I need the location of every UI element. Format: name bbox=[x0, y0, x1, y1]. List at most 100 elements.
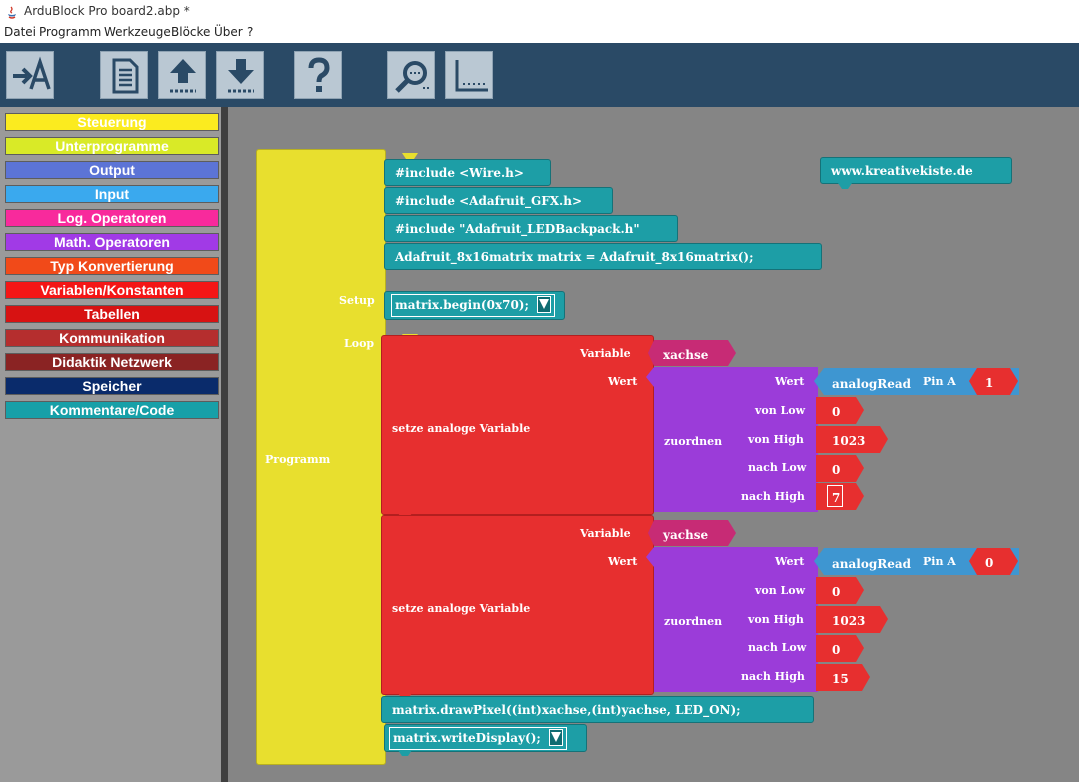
nach-low-label-2: nach Low bbox=[748, 641, 807, 654]
category-math-operatoren[interactable]: Math. Operatoren bbox=[5, 233, 219, 251]
wert-label-2: Wert bbox=[608, 555, 638, 568]
java-app-icon bbox=[8, 6, 16, 19]
program-block[interactable] bbox=[256, 149, 386, 765]
expand-dropdown[interactable] bbox=[537, 296, 552, 313]
serial-monitor-icon bbox=[395, 61, 430, 93]
map-wert-label-1: Wert bbox=[775, 375, 805, 388]
map-wert-label-2: Wert bbox=[775, 555, 805, 568]
von-high-value-2[interactable]: 1023 bbox=[832, 614, 866, 628]
nach-high-label-1: nach High bbox=[741, 490, 805, 503]
variable-label-2: Variable bbox=[580, 527, 631, 540]
von-high-value-1[interactable]: 1023 bbox=[832, 434, 866, 448]
category-output[interactable]: Output bbox=[5, 161, 219, 179]
pin-number-shape-2 bbox=[969, 548, 1018, 575]
write-display-block[interactable]: matrix.writeDisplay(); bbox=[384, 724, 587, 752]
include-wire-block[interactable]: #include <Wire.h> bbox=[384, 159, 551, 186]
window-title: ArduBlock Pro board2.abp * bbox=[24, 4, 190, 18]
category-steuerung[interactable]: Steuerung bbox=[5, 113, 219, 131]
arrow-to-a-icon bbox=[13, 56, 51, 90]
set-analog-variable-block-2[interactable] bbox=[381, 515, 654, 695]
menu-bloecke[interactable]: Blöcke bbox=[171, 25, 211, 39]
von-low-value-2[interactable]: 0 bbox=[832, 585, 841, 599]
help-button[interactable] bbox=[294, 51, 342, 99]
nach-low-value-2[interactable]: 0 bbox=[832, 643, 841, 657]
nach-high-shape-2 bbox=[816, 664, 870, 691]
category-kommentare-code[interactable]: Kommentare/Code bbox=[5, 401, 219, 419]
setup-code-block[interactable]: matrix.begin(0x70); bbox=[384, 291, 565, 320]
map-label-1: zuordnen bbox=[664, 435, 723, 448]
von-low-label-2: von Low bbox=[755, 584, 806, 597]
set-analog-variable-block-1[interactable] bbox=[381, 335, 654, 515]
panel-splitter[interactable] bbox=[221, 107, 228, 782]
convert-button[interactable] bbox=[6, 51, 54, 99]
analog-read-shape-1 bbox=[814, 368, 1019, 395]
von-high-shape-1 bbox=[816, 426, 888, 453]
category-typ-konvertierung[interactable]: Typ Konvertierung bbox=[5, 257, 219, 275]
comment-block[interactable]: www.kreativekiste.de bbox=[820, 157, 1012, 184]
pin-number-shape-1 bbox=[969, 368, 1018, 395]
pin-number-2[interactable]: 0 bbox=[985, 556, 994, 570]
include-ledbackpack-block[interactable]: #include "Adafruit_LEDBackpack.h" bbox=[384, 215, 678, 242]
program-connector bbox=[402, 153, 418, 159]
setup-label: Setup bbox=[339, 294, 375, 307]
nach-high-value-1[interactable]: 7 bbox=[832, 491, 841, 505]
block-workspace[interactable]: Programm Setup Loop #include <Wire.h> #i… bbox=[228, 107, 1079, 782]
comment-connector bbox=[838, 183, 852, 189]
von-low-shape-2 bbox=[816, 577, 864, 604]
new-document-button[interactable] bbox=[100, 51, 148, 99]
help-icon bbox=[308, 57, 330, 92]
category-didaktik-netzwerk[interactable]: Didaktik Netzwerk bbox=[5, 353, 219, 371]
set-analog-variable-label-1: setze analoge Variable bbox=[392, 422, 531, 435]
menu-datei[interactable]: Datei bbox=[4, 25, 37, 39]
var-name-shape-2 bbox=[648, 520, 736, 546]
nach-low-shape-2 bbox=[816, 635, 864, 662]
map-block-shape-1 bbox=[646, 367, 818, 512]
block-palette: Steuerung Unterprogramme Output Input Lo… bbox=[0, 107, 221, 782]
nach-high-edit-box-1 bbox=[827, 485, 843, 507]
program-label: Programm bbox=[265, 453, 331, 466]
draw-pixel-block[interactable]: matrix.drawPixel((int)xachse,(int)yachse… bbox=[381, 696, 814, 723]
menu-programm[interactable]: Programm bbox=[39, 25, 102, 39]
wert-label-1: Wert bbox=[608, 375, 638, 388]
nach-high-value-2[interactable]: 15 bbox=[832, 672, 849, 686]
document-icon bbox=[112, 58, 139, 94]
upload-icon bbox=[170, 59, 196, 93]
nach-high-label-2: nach High bbox=[741, 670, 805, 683]
category-input[interactable]: Input bbox=[5, 185, 219, 203]
loop-label: Loop bbox=[344, 337, 375, 350]
plotter-icon bbox=[455, 60, 488, 92]
variable-name-2[interactable]: yachse bbox=[663, 528, 709, 542]
include-gfx-block[interactable]: #include <Adafruit_GFX.h> bbox=[384, 187, 613, 214]
map-label-2: zuordnen bbox=[664, 615, 723, 628]
von-low-value-1[interactable]: 0 bbox=[832, 405, 841, 419]
setup-code-text: matrix.begin(0x70); bbox=[395, 298, 529, 312]
toolbar bbox=[0, 43, 1079, 107]
download-button[interactable] bbox=[216, 51, 264, 99]
plotter-button[interactable] bbox=[445, 51, 493, 99]
set-analog-variable-label-2: setze analoge Variable bbox=[392, 602, 531, 615]
nach-high-shape-1 bbox=[816, 483, 864, 510]
map-block-shape-2 bbox=[646, 547, 818, 692]
von-high-shape-2 bbox=[816, 606, 888, 633]
nach-low-value-1[interactable]: 0 bbox=[832, 463, 841, 477]
pin-label-1: Pin A bbox=[923, 375, 956, 388]
menu-ueber[interactable]: Über bbox=[214, 25, 243, 39]
menu-help[interactable]: ? bbox=[247, 25, 254, 39]
category-variablen-konstanten[interactable]: Variablen/Konstanten bbox=[5, 281, 219, 299]
var-name-shape-1 bbox=[648, 340, 736, 366]
matrix-declaration-block[interactable]: Adafruit_8x16matrix matrix = Adafruit_8x… bbox=[384, 243, 822, 270]
category-kommunikation[interactable]: Kommunikation bbox=[5, 329, 219, 347]
variable-name-1[interactable]: xachse bbox=[663, 348, 709, 362]
variable-label-1: Variable bbox=[580, 347, 631, 360]
menu-werkzeuge[interactable]: Werkzeuge bbox=[104, 25, 171, 39]
category-unterprogramme[interactable]: Unterprogramme bbox=[5, 137, 219, 155]
serial-monitor-button[interactable] bbox=[387, 51, 435, 99]
expand-dropdown[interactable] bbox=[549, 729, 564, 746]
category-tabellen[interactable]: Tabellen bbox=[5, 305, 219, 323]
nach-low-shape-1 bbox=[816, 455, 864, 482]
pin-number-1[interactable]: 1 bbox=[985, 376, 994, 390]
von-high-label-2: von High bbox=[748, 613, 804, 626]
upload-button[interactable] bbox=[158, 51, 206, 99]
category-speicher[interactable]: Speicher bbox=[5, 377, 219, 395]
category-log-operatoren[interactable]: Log. Operatoren bbox=[5, 209, 219, 227]
